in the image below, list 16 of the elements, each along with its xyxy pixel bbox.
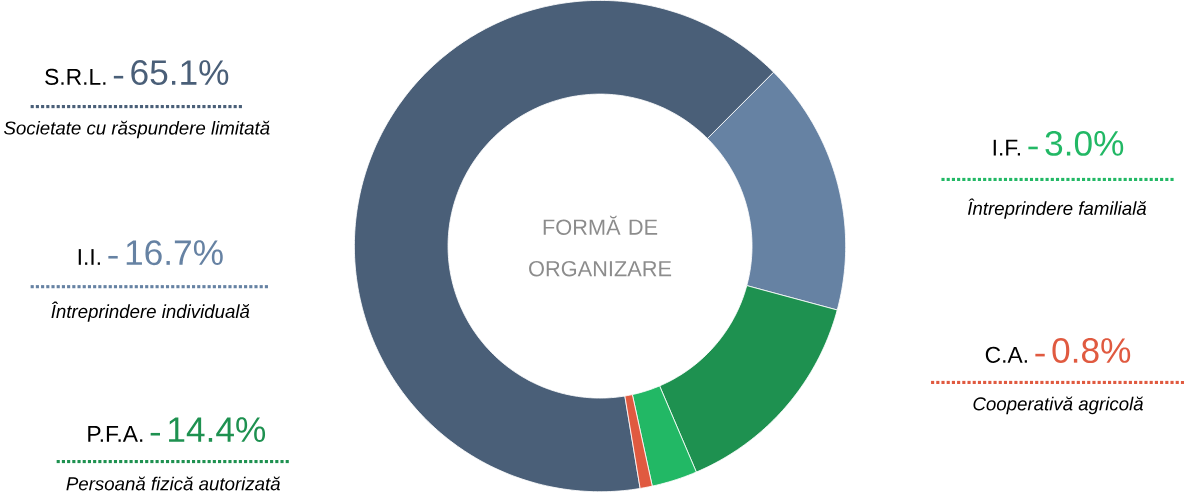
text: FORMĂ DE ORGANIZARE: [529, 215, 672, 277]
text: Societate cu răspundere limitată: [4, 120, 270, 139]
text: Cooperativă agricolă: [973, 396, 1143, 415]
text: Persoană fizică autorizată: [66, 476, 280, 491]
data-label: 65.1%: [131, 60, 229, 86]
legend-label: S.R.L.: [45, 68, 106, 86]
legend-label: I.I.: [78, 249, 100, 265]
data-label: 16.7%: [126, 240, 223, 266]
legend-label: I.F.: [993, 139, 1020, 156]
data-label: 14.4%: [169, 417, 266, 443]
text: Întreprindere familială: [967, 198, 1147, 219]
legend-label: P.F.A.: [88, 426, 143, 442]
text: Întreprindere individuală: [51, 301, 250, 322]
legend-label: C.A.: [985, 346, 1027, 363]
data-label: 3.0%: [1045, 131, 1124, 156]
data-label: 0.8%: [1052, 338, 1131, 364]
